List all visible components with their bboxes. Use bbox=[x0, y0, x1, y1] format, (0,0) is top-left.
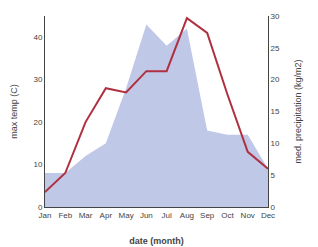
svg-text:Sep: Sep bbox=[200, 211, 215, 220]
svg-text:30: 30 bbox=[33, 75, 42, 84]
svg-text:20: 20 bbox=[33, 118, 42, 127]
svg-text:date (month): date (month) bbox=[129, 236, 184, 246]
svg-text:Dec: Dec bbox=[261, 211, 275, 220]
svg-text:15: 15 bbox=[271, 107, 280, 116]
svg-text:May: May bbox=[119, 211, 134, 220]
svg-text:Apr: Apr bbox=[100, 211, 113, 220]
svg-text:10: 10 bbox=[33, 160, 42, 169]
svg-text:40: 40 bbox=[33, 33, 42, 42]
svg-text:Feb: Feb bbox=[58, 211, 72, 220]
svg-text:Jul: Jul bbox=[162, 211, 172, 220]
svg-text:Mar: Mar bbox=[79, 211, 93, 220]
svg-text:Jan: Jan bbox=[39, 211, 52, 220]
svg-text:30: 30 bbox=[271, 12, 280, 21]
svg-text:0: 0 bbox=[38, 203, 43, 212]
svg-text:20: 20 bbox=[271, 75, 280, 84]
svg-text:5: 5 bbox=[271, 171, 276, 180]
svg-text:Oct: Oct bbox=[221, 211, 234, 220]
svg-text:med. precipitation (kg/m2): med. precipitation (kg/m2) bbox=[293, 59, 303, 163]
svg-text:10: 10 bbox=[271, 139, 280, 148]
svg-text:25: 25 bbox=[271, 44, 280, 53]
svg-text:Nov: Nov bbox=[241, 211, 255, 220]
svg-text:max temp (C): max temp (C) bbox=[9, 84, 19, 139]
svg-text:Aug: Aug bbox=[180, 211, 194, 220]
svg-text:0: 0 bbox=[271, 203, 276, 212]
svg-text:Jun: Jun bbox=[140, 211, 153, 220]
